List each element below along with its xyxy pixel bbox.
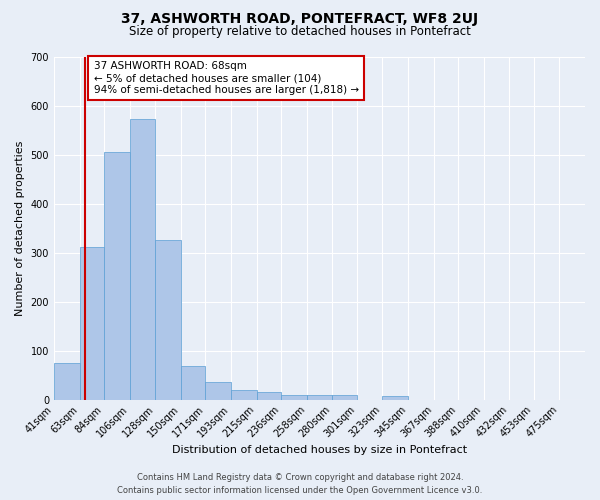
X-axis label: Distribution of detached houses by size in Pontefract: Distribution of detached houses by size … [172, 445, 467, 455]
Bar [54, 364, 80, 400]
Bar [231, 390, 257, 400]
Bar [104, 152, 130, 400]
Bar [281, 395, 307, 400]
Bar [307, 395, 332, 400]
Bar [155, 240, 181, 400]
Bar [181, 366, 205, 400]
Bar [130, 119, 155, 400]
Bar [332, 395, 357, 400]
Text: 37, ASHWORTH ROAD, PONTEFRACT, WF8 2UJ: 37, ASHWORTH ROAD, PONTEFRACT, WF8 2UJ [121, 12, 479, 26]
Bar [382, 396, 408, 400]
Text: Contains HM Land Registry data © Crown copyright and database right 2024.
Contai: Contains HM Land Registry data © Crown c… [118, 473, 482, 495]
Text: Size of property relative to detached houses in Pontefract: Size of property relative to detached ho… [129, 25, 471, 38]
Bar [257, 392, 281, 400]
Bar [205, 382, 231, 400]
Y-axis label: Number of detached properties: Number of detached properties [15, 140, 25, 316]
Bar [80, 246, 104, 400]
Text: 37 ASHWORTH ROAD: 68sqm
← 5% of detached houses are smaller (104)
94% of semi-de: 37 ASHWORTH ROAD: 68sqm ← 5% of detached… [94, 62, 359, 94]
